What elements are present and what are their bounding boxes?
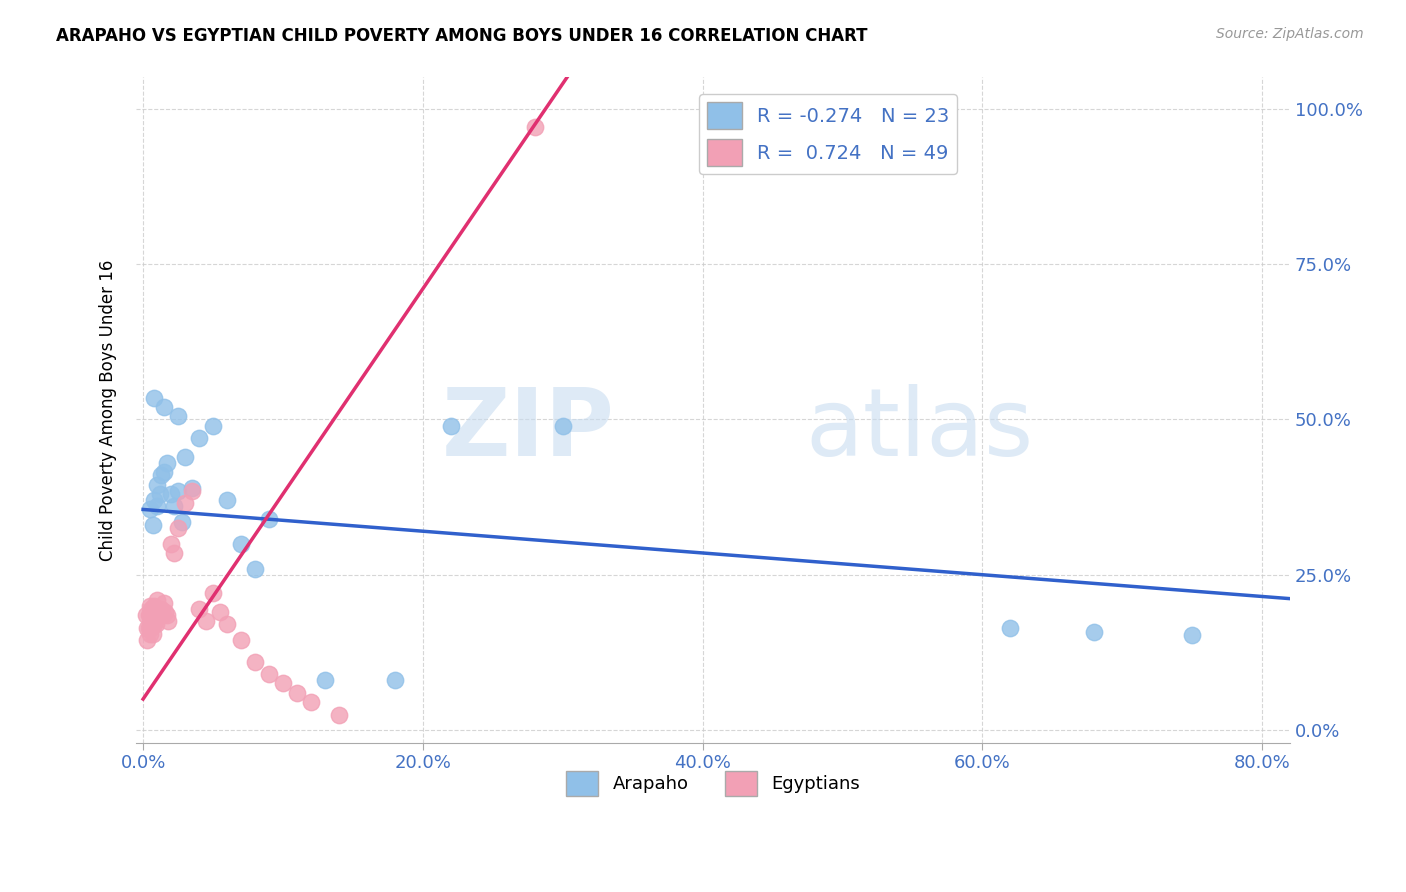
- Point: [153, 465, 176, 479]
- Text: Source: ZipAtlas.com: Source: ZipAtlas.com: [1216, 27, 1364, 41]
- Point: [145, 605, 167, 619]
- Point: [163, 546, 186, 560]
- Point: [143, 617, 166, 632]
- Point: [145, 617, 167, 632]
- Point: [202, 586, 225, 600]
- Point: [181, 483, 204, 498]
- Point: [146, 592, 169, 607]
- Point: [149, 487, 172, 501]
- Point: [243, 561, 266, 575]
- Point: [156, 456, 179, 470]
- Point: [150, 602, 173, 616]
- Point: [271, 676, 294, 690]
- Point: [157, 615, 180, 629]
- Point: [160, 536, 183, 550]
- Point: [440, 418, 463, 433]
- Point: [138, 608, 160, 623]
- Point: [141, 621, 163, 635]
- Point: [139, 599, 162, 613]
- Point: [167, 483, 190, 498]
- Point: [142, 617, 165, 632]
- Point: [142, 608, 165, 623]
- Point: [136, 632, 159, 647]
- Point: [156, 608, 179, 623]
- Point: [163, 500, 186, 514]
- Point: [153, 400, 176, 414]
- Point: [135, 608, 157, 623]
- Point: [150, 468, 173, 483]
- Point: [257, 512, 280, 526]
- Point: [188, 602, 211, 616]
- Point: [1000, 621, 1022, 635]
- Point: [328, 707, 350, 722]
- Point: [143, 608, 166, 623]
- Y-axis label: Child Poverty Among Boys Under 16: Child Poverty Among Boys Under 16: [100, 260, 117, 561]
- Point: [257, 667, 280, 681]
- Point: [148, 602, 170, 616]
- Point: [299, 695, 322, 709]
- Point: [229, 632, 252, 647]
- Point: [138, 621, 160, 635]
- Point: [167, 409, 190, 424]
- Point: [215, 617, 238, 632]
- Point: [142, 627, 165, 641]
- Text: atlas: atlas: [806, 384, 1033, 476]
- Point: [314, 673, 336, 688]
- Point: [143, 391, 166, 405]
- Text: ZIP: ZIP: [441, 384, 614, 476]
- Point: [523, 120, 546, 135]
- Point: [243, 655, 266, 669]
- Point: [136, 621, 159, 635]
- Point: [141, 602, 163, 616]
- Point: [139, 627, 162, 641]
- Point: [143, 493, 166, 508]
- Point: [202, 418, 225, 433]
- Point: [551, 418, 574, 433]
- Point: [139, 617, 162, 632]
- Text: ARAPAHO VS EGYPTIAN CHILD POVERTY AMONG BOYS UNDER 16 CORRELATION CHART: ARAPAHO VS EGYPTIAN CHILD POVERTY AMONG …: [56, 27, 868, 45]
- Point: [384, 673, 406, 688]
- Point: [188, 431, 211, 445]
- Point: [215, 493, 238, 508]
- Point: [160, 487, 183, 501]
- Point: [146, 477, 169, 491]
- Point: [146, 611, 169, 625]
- Point: [139, 608, 162, 623]
- Point: [174, 496, 197, 510]
- Point: [139, 502, 162, 516]
- Point: [195, 615, 218, 629]
- Legend: Arapaho, Egyptians: Arapaho, Egyptians: [558, 764, 868, 804]
- Point: [146, 602, 169, 616]
- Point: [143, 599, 166, 613]
- Point: [229, 536, 252, 550]
- Point: [285, 686, 308, 700]
- Point: [149, 608, 172, 623]
- Point: [167, 521, 190, 535]
- Point: [155, 605, 177, 619]
- Point: [142, 518, 165, 533]
- Point: [146, 500, 169, 514]
- Point: [172, 515, 194, 529]
- Point: [152, 608, 174, 623]
- Point: [1083, 624, 1105, 639]
- Point: [174, 450, 197, 464]
- Point: [1181, 628, 1204, 642]
- Point: [208, 605, 231, 619]
- Point: [141, 611, 163, 625]
- Point: [153, 596, 176, 610]
- Point: [181, 481, 204, 495]
